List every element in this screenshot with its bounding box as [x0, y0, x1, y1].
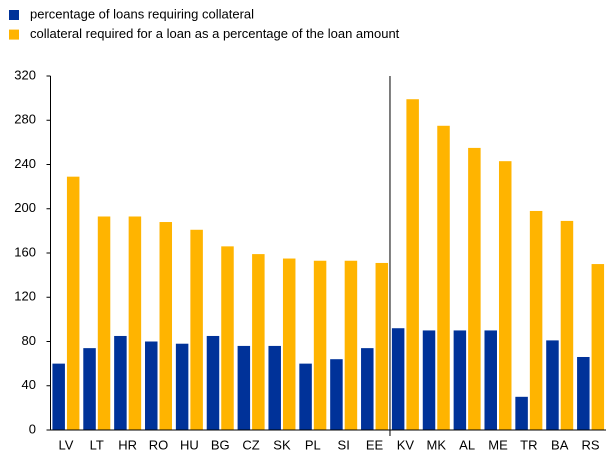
bar: [529, 210, 543, 430]
x-tick-label: AL: [459, 437, 475, 452]
bar: [97, 216, 111, 430]
bar: [375, 262, 389, 430]
bar: [546, 340, 559, 430]
y-tick-label: 0: [29, 421, 36, 436]
bar: [206, 335, 220, 430]
bar: [437, 125, 450, 430]
x-tick-label: HU: [180, 437, 199, 452]
x-tick-label: CZ: [242, 437, 259, 452]
legend-swatch: [9, 10, 19, 20]
x-tick-label: EE: [366, 437, 384, 452]
bar: [391, 328, 405, 430]
x-tick-label: PL: [305, 437, 321, 452]
x-tick-label: SK: [273, 437, 291, 452]
y-tick-label: 320: [14, 67, 36, 82]
y-tick-label: 120: [14, 289, 36, 304]
bar: [128, 216, 142, 430]
x-tick-label: SI: [338, 437, 350, 452]
bar: [299, 363, 312, 430]
bar: [159, 222, 173, 430]
y-tick-label: 240: [14, 156, 36, 171]
legend-label: percentage of loans requiring collateral: [30, 6, 254, 21]
bar: [344, 260, 358, 430]
bar: [282, 258, 296, 430]
bar: [361, 348, 374, 430]
bar: [145, 341, 158, 430]
bar: [515, 396, 528, 430]
bar: [66, 176, 80, 430]
legend-swatch: [9, 29, 19, 40]
bar: [175, 343, 189, 430]
y-tick-label: 160: [14, 244, 36, 259]
bar: [221, 246, 234, 430]
bar: [406, 99, 419, 430]
bar: [313, 260, 327, 430]
bar: [330, 359, 343, 430]
bar: [453, 330, 467, 430]
bar: [252, 254, 265, 430]
y-tick-label: 40: [22, 377, 36, 392]
x-tick-label: BA: [551, 437, 569, 452]
y-tick-label: 200: [14, 200, 36, 215]
x-tick-label: HR: [118, 437, 137, 452]
bar: [498, 161, 512, 430]
x-tick-label: LV: [58, 437, 73, 452]
bar: [83, 348, 96, 430]
bar: [268, 345, 281, 430]
x-tick-label: RO: [149, 437, 169, 452]
x-tick-label: BG: [211, 437, 230, 452]
bar: [484, 330, 497, 430]
x-tick-label: RS: [582, 437, 600, 452]
bar: [237, 345, 251, 430]
bar: [468, 147, 481, 430]
x-tick-label: KV: [397, 437, 415, 452]
y-tick-label: 280: [14, 112, 36, 127]
legend-label: collateral required for a loan as a perc…: [30, 26, 400, 41]
bar: [591, 264, 605, 430]
bar: [52, 363, 65, 430]
x-tick-label: TR: [520, 437, 537, 452]
bar: [560, 220, 574, 430]
bar: [190, 229, 203, 430]
x-tick-label: MK: [427, 437, 447, 452]
bar: [577, 356, 590, 430]
bar: [422, 330, 436, 430]
x-tick-label: LT: [90, 437, 104, 452]
y-tick-label: 80: [22, 333, 36, 348]
x-tick-label: ME: [488, 437, 508, 452]
bar: [114, 335, 127, 430]
